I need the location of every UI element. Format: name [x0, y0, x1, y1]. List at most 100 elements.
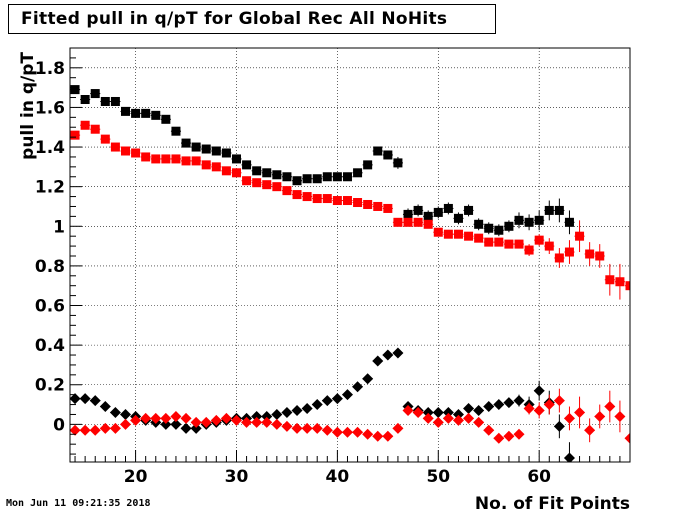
x-tick-label: 60 [527, 467, 551, 487]
y-tick-label: 1.8 [35, 59, 65, 79]
data-point [564, 247, 574, 257]
data-point [563, 412, 575, 424]
data-point [463, 412, 475, 424]
data-point [353, 198, 363, 208]
data-point [110, 96, 120, 106]
data-point [231, 168, 241, 178]
data-point [483, 424, 495, 436]
y-tick-label: 1.4 [35, 138, 65, 158]
data-point [373, 146, 383, 156]
data-point [272, 170, 282, 180]
data-point [534, 235, 544, 245]
data-point [362, 373, 374, 385]
data-point [403, 217, 413, 227]
data-point [484, 237, 494, 247]
data-point [615, 277, 625, 287]
data-point [180, 422, 192, 434]
data-point [271, 418, 283, 430]
data-point [211, 146, 221, 156]
data-point [493, 399, 505, 411]
data-point [109, 422, 121, 434]
data-point [181, 156, 191, 166]
data-point [282, 186, 292, 196]
data-point [584, 424, 596, 436]
data-point [321, 424, 333, 436]
data-point [524, 217, 534, 227]
data-point [514, 215, 524, 225]
data-point [99, 401, 111, 413]
data-point [70, 424, 81, 436]
data-point [252, 178, 262, 188]
data-point [161, 154, 171, 164]
data-point [311, 399, 323, 411]
data-point [151, 154, 161, 164]
data-point [494, 237, 504, 247]
x-tick-label: 20 [124, 467, 148, 487]
data-point [100, 96, 110, 106]
data-point [553, 395, 565, 407]
data-point [291, 404, 303, 416]
data-point [170, 418, 182, 430]
y-tick-label: 0.2 [35, 376, 65, 396]
data-point [150, 412, 162, 424]
data-point [595, 251, 605, 261]
data-point [372, 430, 384, 442]
data-point [494, 225, 504, 235]
data-point [382, 349, 394, 361]
data-point [211, 162, 221, 172]
data-point [363, 199, 373, 209]
data-point [119, 408, 131, 420]
data-point [432, 416, 444, 428]
data-point [171, 126, 181, 136]
data-point [312, 194, 322, 204]
data-point [504, 239, 514, 249]
data-point [292, 176, 302, 186]
data-point [99, 422, 111, 434]
data-point [533, 385, 545, 397]
data-point [423, 219, 433, 229]
data-point [281, 420, 293, 432]
data-point [433, 227, 443, 237]
data-point [191, 142, 201, 152]
x-tick-label: 40 [326, 467, 350, 487]
data-point [543, 399, 555, 411]
x-axis-title: No. of Fit Points [475, 494, 630, 514]
data-point [262, 168, 272, 178]
data-point [251, 416, 263, 428]
data-point [221, 166, 231, 176]
data-point [230, 414, 242, 426]
data-point [464, 205, 474, 215]
series-3 [70, 347, 575, 462]
data-point [393, 158, 403, 168]
data-point [392, 422, 404, 434]
data-point [89, 424, 101, 436]
data-point [402, 404, 414, 416]
data-point [554, 253, 564, 263]
data-point [79, 393, 91, 405]
data-point [514, 239, 524, 249]
data-point [252, 166, 262, 176]
data-point [231, 154, 241, 164]
data-point [141, 152, 151, 162]
data-point [464, 231, 474, 241]
data-point [251, 410, 263, 422]
data-markers [70, 85, 630, 462]
data-point [312, 174, 322, 184]
data-point [383, 203, 393, 213]
data-point [220, 412, 232, 424]
data-point [353, 168, 363, 178]
data-point [190, 416, 202, 428]
data-point [170, 410, 182, 422]
data-point [109, 406, 121, 418]
data-point [321, 395, 333, 407]
data-point [90, 124, 100, 134]
data-point [261, 410, 273, 422]
data-point [574, 406, 586, 418]
data-point [200, 416, 212, 428]
data-point [403, 209, 413, 219]
data-point [160, 418, 172, 430]
data-point [342, 172, 352, 182]
data-point [372, 355, 384, 367]
data-point [624, 432, 630, 444]
